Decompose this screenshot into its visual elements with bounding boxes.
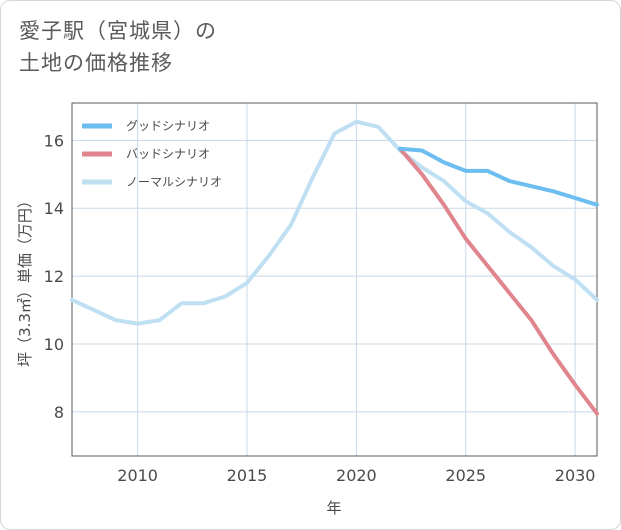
x-tick-label: 2025 xyxy=(445,466,486,485)
x-tick-label: 2015 xyxy=(227,466,268,485)
chart-title: 愛子駅（宮城県）の 土地の価格推移 xyxy=(19,15,419,79)
legend-label: ノーマルシナリオ xyxy=(126,175,222,189)
y-axis-title: 坪（3.3㎡）単価（万円） xyxy=(16,193,34,367)
grid-lines xyxy=(72,103,597,456)
series-line-1 xyxy=(398,146,599,416)
y-tick-label: 12 xyxy=(44,267,64,286)
x-tick-label: 2030 xyxy=(555,466,596,485)
series-layer xyxy=(70,119,599,416)
x-axis-title: 年 xyxy=(326,499,341,517)
chart-title-line1: 愛子駅（宮城県）の xyxy=(19,19,217,43)
series-line-2 xyxy=(70,119,599,326)
plot-area-border xyxy=(71,102,598,457)
legend-label: グッドシナリオ xyxy=(126,119,210,133)
legend-label: バッドシナリオ xyxy=(126,147,210,161)
tick-labels: 2010 2015 2020 2025 2030 8 10 12 14 16 xyxy=(44,131,596,485)
y-tick-label: 8 xyxy=(54,403,64,422)
series-line-0 xyxy=(398,146,599,207)
y-tick-label: 14 xyxy=(44,199,64,218)
y-tick-label: 10 xyxy=(44,335,64,354)
y-tick-label: 16 xyxy=(44,131,64,150)
chart-title-line2: 土地の価格推移 xyxy=(19,51,173,75)
x-tick-label: 2010 xyxy=(117,466,158,485)
x-tick-label: 2020 xyxy=(336,466,377,485)
